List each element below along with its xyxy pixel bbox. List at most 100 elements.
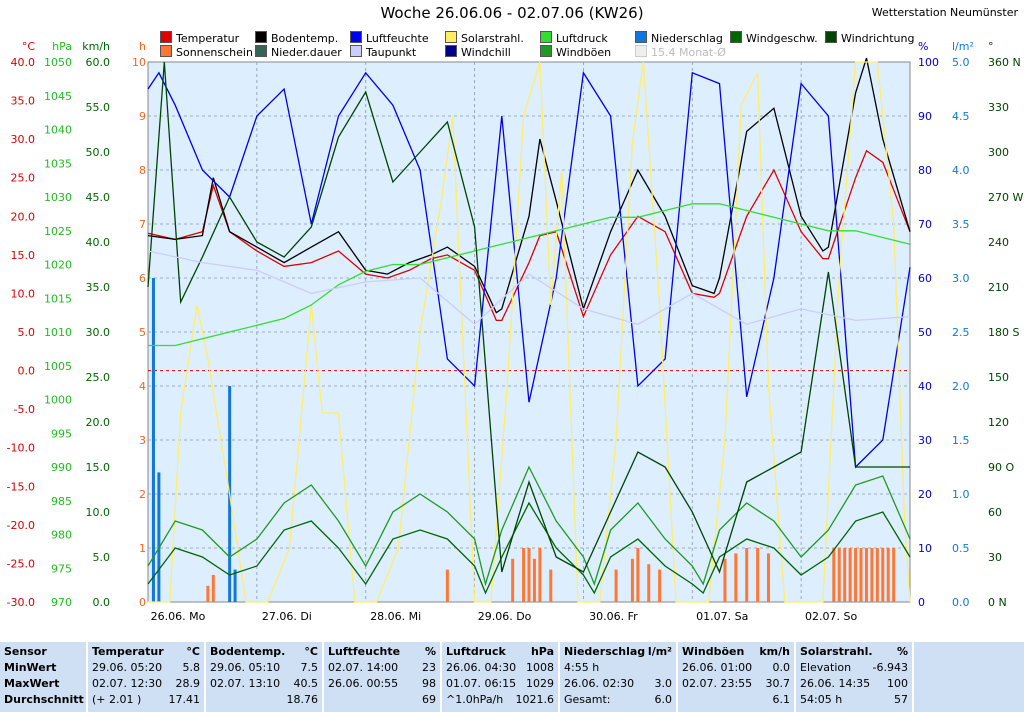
tick-label-rain: 4.0	[952, 164, 970, 177]
tick-label-temp: 25.0	[11, 172, 36, 185]
legend-item-sonnenschein: Sonnenschein	[160, 45, 253, 59]
tick-label-direction: 180 S	[988, 326, 1019, 339]
tick-label-rain: 5.0	[952, 56, 970, 69]
min-value: 7.5	[300, 661, 319, 674]
min-time: Elevation	[800, 661, 852, 674]
tick-label-humidity: 40	[918, 380, 932, 393]
tick-label-pressure: 990	[51, 461, 72, 474]
tick-label-direction: 210	[988, 281, 1009, 294]
max-time: 01.07. 06:15	[446, 677, 517, 690]
tick-label-pressure: 1000	[44, 394, 72, 407]
tick-label-rain: 2.5	[952, 326, 970, 339]
tick-label-pressure: 1005	[44, 360, 72, 373]
tick-label-humidity: 80	[918, 164, 932, 177]
tick-label-temp: -20.0	[7, 519, 35, 532]
tick-label-pressure: 1015	[44, 292, 72, 305]
min-value: -6.943	[872, 661, 908, 674]
stats-row-labels: Sensor MinWert MaxWert Durchschnitt	[0, 642, 86, 712]
bar-sonnenschein	[630, 558, 634, 602]
series-line-bodentemp	[147, 57, 911, 314]
bar-sonnenschein	[864, 548, 868, 602]
max-time: 26.06. 02:30	[564, 677, 635, 690]
tick-label-wind: 20.0	[86, 416, 111, 429]
bar-sonnenschein	[854, 548, 858, 602]
min-time: 4:55 h	[564, 661, 600, 674]
tick-label-sun: 0	[139, 596, 146, 609]
col-header: Luftdruck	[446, 645, 506, 658]
tick-label-temp: -25.0	[7, 557, 35, 570]
legend-swatch	[825, 31, 837, 43]
tick-label-wind: 40.0	[86, 236, 111, 249]
max-value: 3.0	[654, 677, 673, 690]
axis-unit-sun: h	[139, 40, 146, 53]
bar-sonnenschein	[886, 548, 890, 602]
tick-label-sun: 8	[139, 164, 146, 177]
stats-col-luftdruck: Luftdruck hPa 26.06. 04:30 1008 01.07. 06:…	[442, 642, 558, 712]
tick-label-rain: 0.0	[952, 596, 970, 609]
bar-sonnenschein	[848, 548, 852, 602]
axis-unit-wind: km/h	[82, 40, 110, 53]
col-unit: km/h	[759, 645, 790, 658]
tick-label-wind: 30.0	[86, 326, 111, 339]
legend-item-temperatur: Temperatur	[160, 31, 239, 45]
tick-label-temp: 0.0	[18, 365, 36, 378]
col-header: Bodentemp.	[210, 645, 286, 658]
max-time: 02.07. 12:30	[92, 677, 163, 690]
max-value: 98	[422, 677, 436, 690]
legend-swatch	[445, 31, 457, 43]
bar-sonnenschein	[211, 575, 215, 602]
tick-label-temp: 35.0	[11, 95, 36, 108]
tick-label-rain: 3.5	[952, 218, 970, 231]
station-name: Wetterstation Neumünster	[871, 6, 1018, 19]
day-label: 28.06. Mi	[370, 610, 421, 623]
legend-item-windboeen: Windböen	[540, 45, 611, 59]
max-value: 1029	[526, 677, 554, 690]
stats-col-solarstrahl: Solarstrahl.% Elevation -6.943 26.06. 14:…	[796, 642, 912, 712]
tick-label-direction: 270 W	[988, 191, 1023, 204]
bar-sonnenschein	[647, 564, 651, 602]
max-value: 100	[887, 677, 908, 690]
day-label: 26.06. Mo	[151, 610, 206, 623]
day-label: 02.07. So	[805, 610, 857, 623]
day-label: 01.07. Sa	[696, 610, 748, 623]
tick-label-pressure: 1035	[44, 157, 72, 170]
legend-swatch	[160, 31, 172, 43]
tick-label-rain: 1.5	[952, 434, 970, 447]
bar-sonnenschein	[881, 548, 885, 602]
stats-col-niederschlag: Niederschlag l/m² 4:55 h 26.06. 02:30 3.0 …	[560, 642, 676, 712]
min-time: 02.07. 14:00	[328, 661, 399, 674]
tick-label-direction: 330	[988, 101, 1009, 114]
avg-value: 6.0	[654, 693, 673, 706]
stats-col-empty	[914, 642, 1024, 712]
series-line-temperatur	[147, 149, 911, 322]
series-line-windgeschw	[147, 501, 911, 595]
tick-label-pressure: 1025	[44, 225, 72, 238]
legend-swatch	[635, 31, 647, 43]
bar-sonnenschein	[614, 569, 618, 602]
axis-unit-direction: °	[988, 40, 994, 53]
bar-sonnenschein	[549, 569, 553, 602]
tick-label-humidity: 100	[918, 56, 939, 69]
series-line-solarstrahl	[148, 61, 911, 603]
tick-label-temp: 5.0	[18, 326, 36, 339]
tick-label-direction: 300	[988, 146, 1009, 159]
tick-label-sun: 6	[139, 272, 146, 285]
tick-label-humidity: 20	[918, 488, 932, 501]
bar-sonnenschein	[837, 548, 841, 602]
legend-item-bodentemp: Bodentemp.	[255, 31, 338, 45]
legend-item-taupunkt: Taupunkt	[350, 45, 416, 59]
max-value: 28.9	[175, 677, 201, 690]
tick-label-wind: 35.0	[86, 281, 111, 294]
max-time: 02.07. 13:10	[210, 677, 281, 690]
tick-label-temp: 15.0	[11, 249, 36, 262]
min-value: 0.0	[772, 661, 791, 674]
avg-note: ^1.0hPa/h	[446, 693, 504, 706]
bar-sonnenschein	[832, 548, 836, 602]
col-unit: °C	[186, 645, 200, 658]
stats-col-luftfeuchte: Luftfeuchte% 02.07. 14:00 23 26.06. 00:55…	[324, 642, 440, 712]
tick-label-wind: 60.0	[86, 56, 111, 69]
tick-label-pressure: 970	[51, 596, 72, 609]
bar-sonnenschein	[658, 569, 662, 602]
tick-label-sun: 9	[139, 110, 146, 123]
row-label-max: MaxWert	[4, 677, 60, 690]
